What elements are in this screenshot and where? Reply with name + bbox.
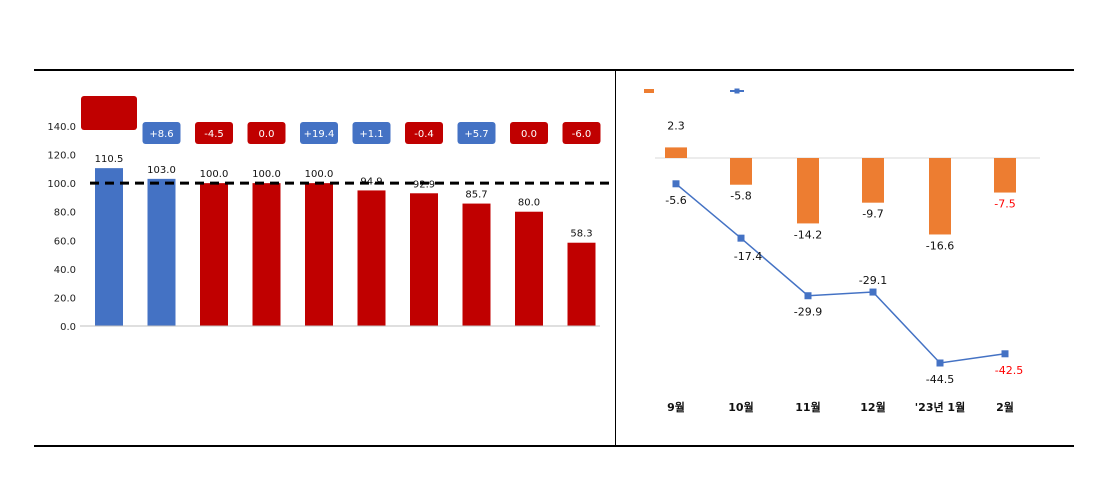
month-label: 10월 (728, 400, 753, 414)
change-badge-value: -6.0 (572, 129, 592, 140)
change-badge (195, 122, 233, 144)
semiconductor-label: -42.5 (995, 364, 1023, 377)
semiconductor-label: -29.9 (794, 306, 822, 319)
export-bar-label: -5.8 (730, 190, 751, 203)
change-badge (562, 122, 601, 144)
y-tick-label: 100.0 (47, 179, 76, 190)
change-badge-value: 0.0 (521, 129, 537, 140)
bar-value-label: 58.3 (570, 229, 592, 240)
export-bar-label: -16.6 (926, 239, 954, 252)
legend-line-marker (734, 88, 740, 94)
semiconductor-point-4 (869, 288, 877, 296)
bar-value-label: 94.9 (360, 176, 382, 187)
export-bar-4 (862, 158, 884, 203)
bottom-divider (34, 445, 1074, 447)
month-label: 9월 (667, 400, 685, 414)
export-bar-label: -7.5 (994, 198, 1015, 211)
y-tick-label: 0.0 (60, 322, 76, 333)
change-badge (457, 122, 496, 144)
month-label: '23년 1월 (915, 400, 965, 414)
change-badge (510, 122, 548, 144)
bar-value-label: 92.9 (413, 179, 435, 190)
export-bar-1 (665, 147, 687, 158)
bar-value-label: 103.0 (147, 165, 176, 176)
export-bar-5 (929, 158, 951, 235)
y-tick-label: 60.0 (54, 236, 76, 247)
change-badge-value: -4.5 (204, 129, 224, 140)
semiconductor-point-5 (936, 359, 944, 367)
y-tick-label: 20.0 (54, 293, 76, 304)
export-bar-label: -9.7 (862, 208, 883, 221)
change-badge (352, 122, 391, 144)
bar-value-label: 100.0 (200, 169, 229, 180)
change-badge (300, 122, 338, 144)
change-badge-value: +5.7 (464, 129, 488, 140)
bar-2 (147, 178, 176, 326)
bar-4 (252, 183, 281, 326)
change-badge (405, 122, 443, 144)
change-badge-value: -0.4 (414, 129, 434, 140)
semiconductor-label: -5.6 (665, 194, 686, 207)
bar-value-label: 110.5 (95, 154, 124, 165)
y-tick-label: 80.0 (54, 208, 76, 219)
semiconductor-label: -17.4 (734, 250, 762, 263)
legend-bar-swatch (644, 89, 654, 93)
change-badge-value: +1.1 (359, 129, 383, 140)
bar-8 (462, 203, 491, 326)
month-label: 12월 (860, 400, 885, 414)
bar-value-label: 80.0 (518, 198, 540, 209)
semiconductor-label: -44.5 (926, 373, 954, 386)
export-bar-6 (994, 158, 1016, 193)
export-bar-3 (797, 158, 819, 224)
change-badge-value: +8.6 (149, 129, 173, 140)
top-divider (34, 69, 1074, 71)
bar-9 (515, 211, 543, 326)
export-bar-2 (730, 158, 752, 185)
y-tick-label: 140.0 (47, 122, 76, 133)
bar-value-label: 85.7 (465, 190, 487, 201)
bar-value-label: 100.0 (252, 169, 281, 180)
semiconductor-point-2 (737, 234, 745, 242)
change-badge (81, 96, 137, 130)
semiconductor-point-1 (672, 180, 680, 188)
month-label: 11월 (795, 400, 820, 414)
export-change-chart: 2.3 -5.8 -14.2 -9.7 -16.6 -7.5 -5.6 -17.4 -29.9 -… (644, 88, 1040, 414)
bsi-bar-chart: 0.0 20.0 40.0 60.0 80.0 100.0 120.0 140.0 110.5 1… (47, 96, 612, 333)
change-badge-value: 0.0 (259, 129, 275, 140)
export-bar-label: 2.3 (667, 119, 685, 132)
bar-10 (567, 242, 596, 326)
month-label: 2월 (996, 400, 1014, 414)
bar-6 (357, 190, 386, 326)
semiconductor-point-3 (804, 292, 812, 300)
bar-3 (200, 183, 228, 326)
bar-value-label: 100.0 (305, 169, 334, 180)
semiconductor-line (675, 183, 1006, 364)
y-tick-label: 120.0 (47, 151, 76, 162)
semiconductor-point-6 (1001, 350, 1009, 358)
change-badge (247, 122, 286, 144)
bar-1 (95, 168, 123, 326)
change-badge-value: +19.4 (304, 129, 335, 140)
semiconductor-label: -29.1 (859, 274, 887, 287)
bar-7 (410, 193, 438, 326)
export-bar-label: -14.2 (794, 228, 822, 241)
y-tick-label: 40.0 (54, 265, 76, 276)
change-badge (142, 122, 181, 144)
bar-5 (305, 183, 333, 326)
middle-divider (615, 70, 616, 447)
